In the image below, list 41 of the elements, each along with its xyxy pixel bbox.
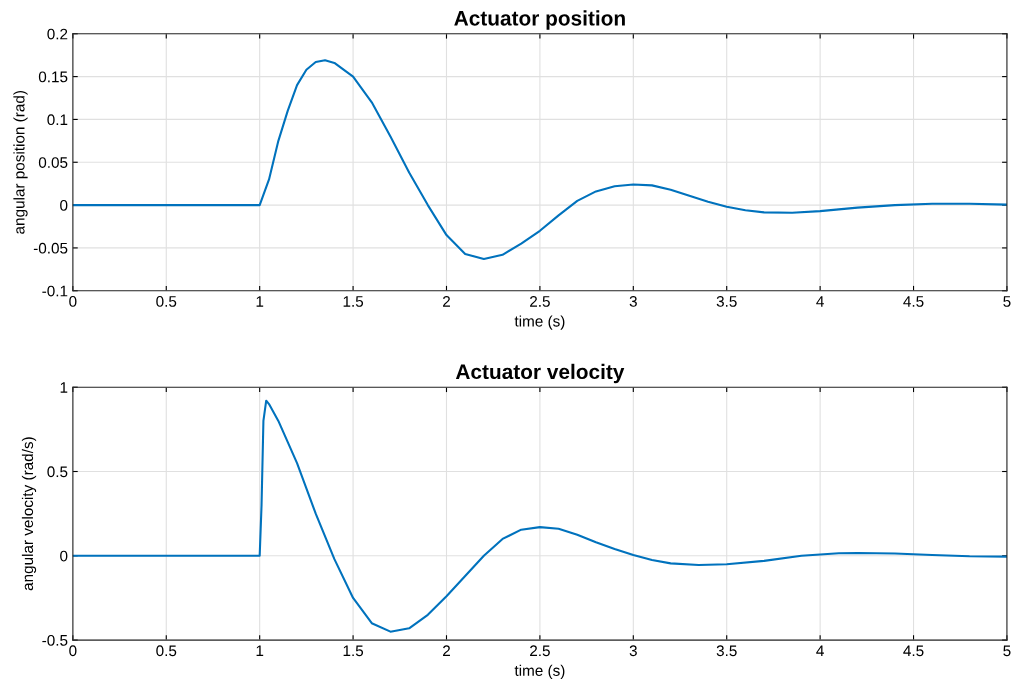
y-tick-label: 0.15 [38, 71, 68, 83]
x-tick-label: 3.5 [716, 645, 737, 657]
line-series [72, 399, 1007, 633]
y-tick-label: 1 [60, 382, 68, 393]
x-tick-label: 0.5 [156, 296, 177, 307]
y-tick-label: 0 [60, 199, 68, 211]
x-tick-label: 3 [629, 645, 637, 657]
x-tick-label: 4.5 [903, 645, 924, 657]
y-axis-title: angular velocity (rad/s) [21, 437, 37, 591]
x-tick-label: 0.5 [156, 645, 177, 657]
x-tick-label: 1 [256, 645, 264, 657]
x-tick-label: 4 [816, 296, 824, 307]
x-axis-title: time (s) [514, 315, 565, 330]
x-tick-label: 0 [69, 296, 77, 307]
x-tick-label: 3 [629, 296, 637, 307]
x-tick-label: 4.5 [903, 296, 924, 307]
y-tick-label: 0.5 [47, 466, 68, 478]
chart-title: Actuator velocity [455, 363, 625, 384]
y-tick-label: -0.1 [42, 285, 68, 297]
x-tick-label: 4 [816, 645, 824, 657]
x-tick-label: 1.5 [343, 296, 364, 307]
x-tick-label: 2.5 [530, 296, 550, 307]
y-tick-label: -0.5 [42, 634, 68, 646]
x-axis-title: time (s) [514, 664, 565, 679]
x-tick-label: 3.5 [716, 296, 737, 307]
y-tick-label: -0.05 [33, 242, 68, 254]
x-tick-label: 2.5 [530, 645, 550, 657]
x-tick-label: 1.5 [343, 645, 364, 657]
y-tick-label: 0.1 [47, 114, 68, 126]
y-tick-label: 0.2 [47, 28, 68, 40]
line-series [72, 59, 1007, 261]
x-tick-label: 5 [1003, 296, 1011, 307]
y-tick-label: 0.05 [38, 157, 68, 168]
x-tick-label: 1 [256, 296, 264, 307]
x-tick-label: 2 [443, 645, 450, 657]
chart-title: Actuator position [454, 10, 625, 30]
y-axis-title: angular position (rad) [13, 91, 28, 234]
x-tick-label: 2 [443, 296, 450, 307]
x-tick-label: 0 [69, 645, 77, 657]
y-tick-label: 0 [60, 550, 68, 562]
x-tick-label: 5 [1003, 645, 1011, 657]
